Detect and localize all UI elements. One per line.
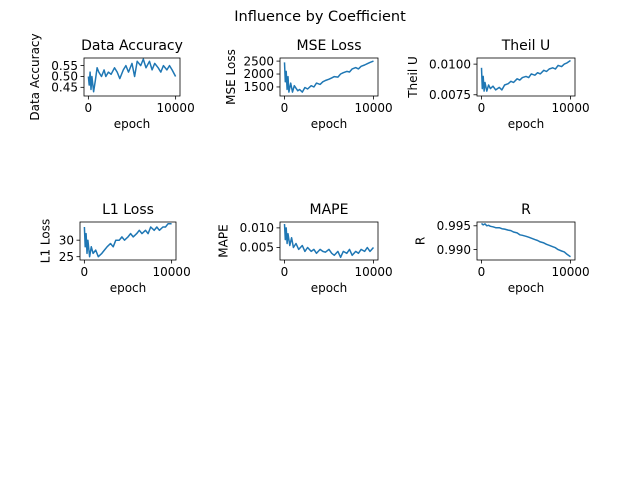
x-tick-label: 0	[81, 265, 89, 279]
y-tick-label: 0.50	[51, 70, 78, 84]
x-tick-label: 10000	[354, 101, 392, 115]
x-axis-label: epoch	[114, 117, 151, 131]
axes-frame	[279, 57, 379, 97]
axes-frame	[279, 221, 379, 261]
x-tick-label: 0	[281, 101, 289, 115]
subplot-title: R	[521, 202, 531, 218]
y-axis-label: Data Accuracy	[28, 33, 42, 120]
x-tick-label: 10000	[551, 265, 589, 279]
y-axis-label: MAPE	[217, 224, 231, 257]
subplot-title: Data Accuracy	[81, 38, 183, 54]
x-tick-label: 0	[478, 265, 486, 279]
x-tick-label: 10000	[153, 265, 191, 279]
axes-frame	[79, 221, 177, 261]
y-tick-label: 0.0075	[429, 88, 471, 102]
y-tick-label: 1500	[243, 80, 274, 94]
y-tick-label: 0.55	[51, 59, 78, 73]
y-tick-label: 2500	[243, 54, 274, 68]
axes-frame	[476, 221, 576, 261]
y-axis-label: Theil U	[406, 56, 420, 99]
series-line	[83, 222, 172, 258]
series-line	[87, 58, 177, 93]
y-axis-label: MSE Loss	[224, 49, 238, 105]
subplot-title: MSE Loss	[297, 38, 362, 54]
y-tick-label: 0.995	[437, 219, 471, 233]
x-tick-label: 0	[85, 101, 93, 115]
x-axis-label: epoch	[508, 281, 545, 295]
subplot-3: 0 10000 0.0075 0.0100 Theil U epoch Theil U	[406, 38, 589, 131]
y-tick-label: 0.990	[437, 243, 471, 257]
axes-frame	[83, 57, 181, 97]
y-tick-label: 2000	[243, 67, 274, 81]
figure-suptitle: Influence by Coefficient	[234, 9, 406, 25]
x-axis-label: epoch	[508, 117, 545, 131]
y-axis-label: L1 Loss	[38, 219, 52, 263]
y-tick-label: 0.010	[240, 221, 274, 235]
x-axis-label: epoch	[110, 281, 147, 295]
series-line	[283, 223, 375, 259]
y-tick-label: 0.45	[51, 81, 78, 95]
series-line	[283, 60, 374, 93]
axes-frame	[476, 57, 576, 97]
x-tick-label: 10000	[551, 101, 589, 115]
x-tick-label: 10000	[157, 101, 195, 115]
subplot-title: Theil U	[501, 38, 551, 54]
x-axis-label: epoch	[311, 281, 348, 295]
y-tick-label: 0.0100	[429, 57, 471, 71]
subplot-5: 0 10000 0.005 0.010 MAPE epoch MAPE	[217, 202, 393, 295]
x-tick-label: 0	[281, 265, 289, 279]
y-axis-label: R	[414, 237, 428, 245]
series-line	[480, 59, 571, 92]
y-tick-label: 30	[59, 233, 74, 247]
subplot-title: MAPE	[310, 202, 349, 218]
subplot-4: 0 10000 25 30 L1 Loss epoch L1 Loss	[38, 202, 190, 295]
y-tick-label: 0.005	[240, 241, 274, 255]
x-axis-label: epoch	[311, 117, 348, 131]
y-tick-label: 25	[59, 250, 74, 264]
subplot-title: L1 Loss	[102, 202, 154, 218]
x-tick-label: 10000	[354, 265, 392, 279]
series-line	[481, 222, 571, 258]
x-tick-label: 0	[478, 101, 486, 115]
